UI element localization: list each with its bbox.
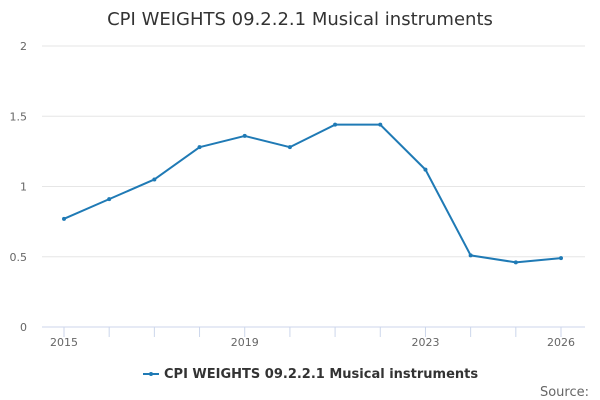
series-line[interactable] (63, 123, 562, 264)
data-point[interactable] (513, 260, 518, 265)
data-point[interactable] (62, 216, 66, 221)
data-point[interactable] (197, 145, 202, 150)
y-tick-label: 1 (20, 181, 27, 194)
y-tick-label: 2 (20, 40, 27, 53)
y-axis: 0 0.5 1 1.5 2 (10, 40, 28, 334)
data-point[interactable] (333, 122, 338, 127)
chart-title: CPI WEIGHTS 09.2.2.1 Musical instruments (107, 9, 493, 30)
x-tick-label: 2015 (50, 336, 78, 349)
legend-marker-symbol (149, 372, 153, 376)
data-point[interactable] (287, 145, 292, 150)
legend-label[interactable]: CPI WEIGHTS 09.2.2.1 Musical instruments (164, 367, 478, 382)
y-tick-label: 0 (20, 321, 27, 334)
gridlines (42, 45, 585, 258)
data-point[interactable] (378, 122, 383, 127)
legend[interactable]: CPI WEIGHTS 09.2.2.1 Musical instruments (143, 367, 478, 382)
y-tick-label: 1.5 (10, 110, 28, 123)
data-point[interactable] (152, 177, 157, 182)
x-tick-label: 2026 (547, 336, 575, 349)
data-point[interactable] (242, 133, 247, 138)
data-point[interactable] (423, 167, 428, 172)
data-point[interactable] (107, 197, 112, 202)
x-axis: 2015 2019 2023 2026 (42, 326, 585, 349)
y-tick-label: 0.5 (10, 251, 28, 264)
x-tick-label: 2023 (411, 336, 439, 349)
credits[interactable]: Source: (540, 385, 589, 400)
x-tick-label: 2019 (231, 336, 259, 349)
series-layer (62, 122, 563, 265)
data-point[interactable] (468, 253, 473, 258)
data-point[interactable] (559, 256, 563, 261)
